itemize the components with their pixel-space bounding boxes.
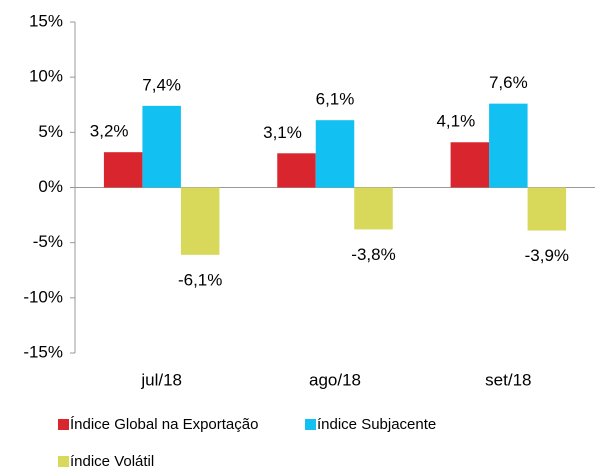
bar <box>142 105 181 188</box>
data-label: -3,9% <box>525 246 569 265</box>
data-label: 3,1% <box>263 123 302 142</box>
bar <box>180 187 220 255</box>
y-tick-label: 15% <box>29 11 63 30</box>
data-label: 6,1% <box>316 90 355 109</box>
y-tick-label: -15% <box>23 342 63 361</box>
bar <box>277 153 316 188</box>
data-label: 7,6% <box>489 73 528 92</box>
y-tick-label: -10% <box>23 287 63 306</box>
bar <box>315 120 355 188</box>
y-tick-label: 0% <box>38 177 63 196</box>
legend-label: Índice Global na Exportação <box>70 416 258 433</box>
bar <box>450 142 490 188</box>
bar <box>103 152 143 188</box>
data-label: 3,2% <box>90 122 129 141</box>
data-label: 7,4% <box>142 75 181 94</box>
legend-label: índice Subjacente <box>317 416 436 433</box>
x-tick-label: set/18 <box>485 370 531 389</box>
x-tick-label: jul/18 <box>140 370 182 389</box>
legend-swatch <box>305 419 316 430</box>
legend-swatch <box>58 456 69 467</box>
data-label: -3,8% <box>351 245 395 264</box>
bar <box>354 187 393 230</box>
bar <box>527 187 567 231</box>
y-tick-label: 10% <box>29 67 63 86</box>
data-label: -6,1% <box>178 270 222 289</box>
data-label: 4,1% <box>436 112 475 131</box>
bar <box>489 103 528 188</box>
legend-swatch <box>58 419 69 430</box>
legend-label: índice Volátil <box>70 453 154 470</box>
y-tick-label: 5% <box>38 122 63 141</box>
x-tick-label: ago/18 <box>309 370 361 389</box>
y-tick-label: -5% <box>33 232 63 251</box>
